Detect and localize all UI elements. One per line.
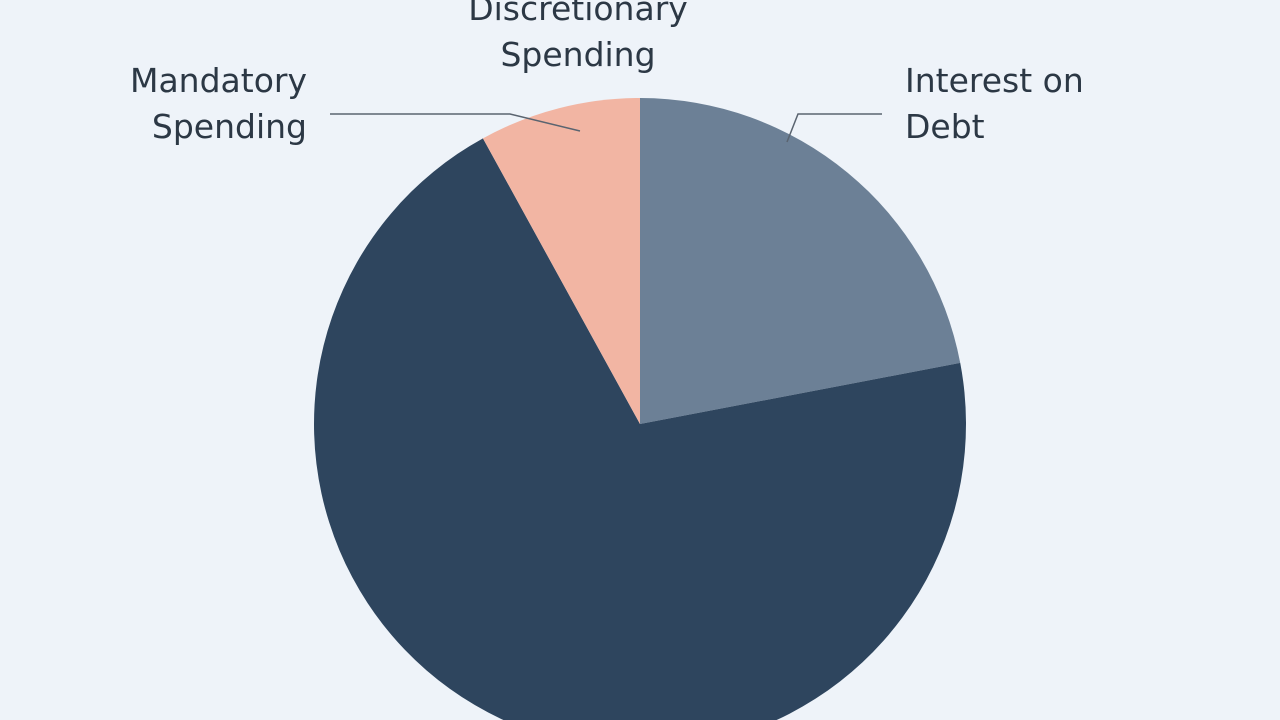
- leader-line: [330, 113, 581, 132]
- pie-slice: [482, 98, 640, 424]
- leader-line: [786, 113, 882, 143]
- slice-label: Mandatory Spending: [129, 61, 307, 146]
- slice-label: Discretionary Spending: [468, 0, 688, 74]
- pie-slice: [640, 98, 961, 424]
- slice-label: Interest on Debt: [905, 61, 1084, 146]
- slices: [314, 98, 966, 720]
- pie-slice: [314, 138, 966, 720]
